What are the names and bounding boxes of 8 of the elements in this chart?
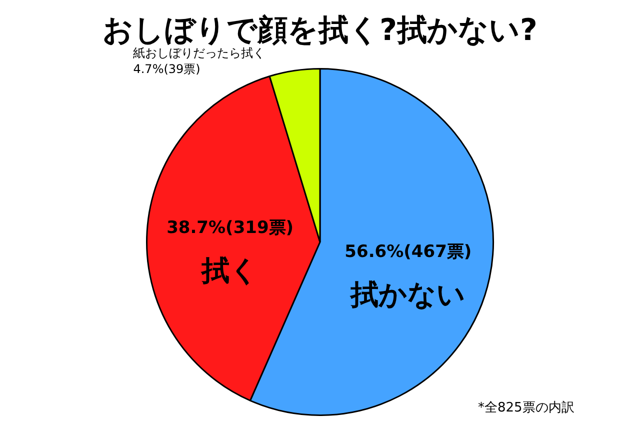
chart-title: おしぼりで顔を拭く?拭かない? xyxy=(102,12,538,48)
slice-label: 紙おしぼりだったら拭く xyxy=(133,46,266,60)
data-label: 56.6%(467票) xyxy=(344,242,472,262)
data-label: 38.7%(319票) xyxy=(166,218,294,238)
data-label: 4.7%(39票) xyxy=(133,62,200,76)
text: *全825票の内訳 xyxy=(478,400,574,416)
slice-label: 拭かない xyxy=(350,278,466,311)
slice-label: 拭く xyxy=(200,254,259,287)
